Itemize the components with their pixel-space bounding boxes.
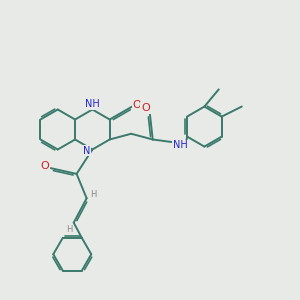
- Text: O: O: [141, 103, 150, 113]
- Text: O: O: [133, 100, 142, 110]
- Text: H: H: [66, 225, 73, 234]
- Text: H: H: [90, 190, 97, 199]
- Text: O: O: [41, 161, 50, 171]
- Text: N: N: [83, 146, 90, 155]
- Text: NH: NH: [85, 99, 100, 109]
- Text: NH: NH: [173, 140, 188, 150]
